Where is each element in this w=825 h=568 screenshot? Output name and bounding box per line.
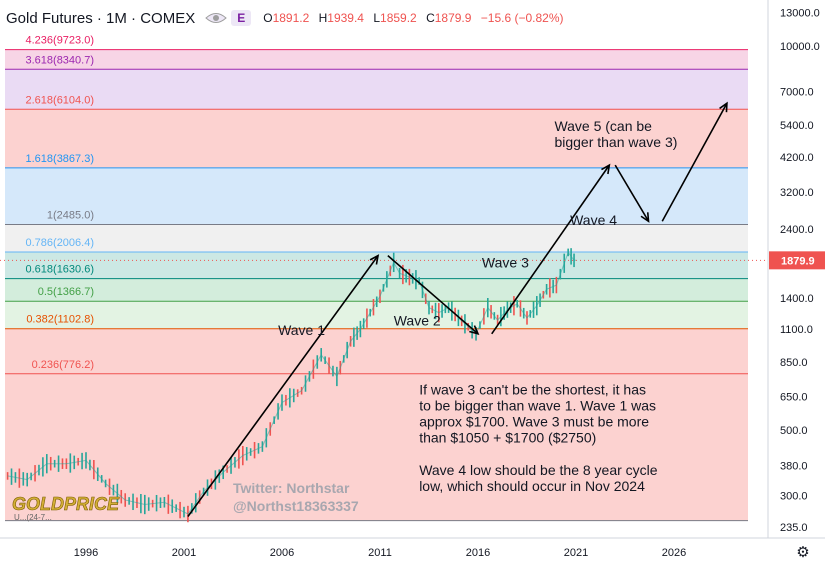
chart-annotation: Wave 3	[482, 254, 529, 270]
fib-level-label: 1.618(3867.3)	[26, 153, 95, 165]
price-axis-tick: 235.0	[780, 522, 808, 534]
time-axis-tick: 1996	[74, 547, 98, 559]
wave-arrowhead	[601, 163, 611, 175]
price-axis-tick: 1400.0	[780, 293, 814, 305]
wave-arrow	[387, 255, 479, 335]
price-series-line	[7, 251, 576, 515]
price-axis-tick: 380.0	[780, 460, 808, 472]
wave-arrowhead	[640, 212, 650, 223]
fib-band	[5, 69, 748, 110]
high-value: 1939.4	[327, 11, 364, 25]
fib-level-label: 0.5(1366.7)	[38, 286, 94, 298]
price-axis-tick: 7000.0	[780, 87, 814, 99]
open-value: 1891.2	[272, 11, 310, 25]
price-axis-tick: 1100.0	[780, 324, 813, 336]
fib-level-label: 0.236(776.2)	[32, 359, 94, 371]
time-axis-tick: 2016	[466, 547, 490, 559]
close-value: 1879.9	[434, 11, 472, 25]
chart-annotation: Wave 4 low should be the 8 year cycle	[419, 462, 658, 478]
watermark-text: Twitter: Northstar	[233, 480, 350, 496]
time-axis-tick: 2006	[270, 547, 294, 559]
fib-level-label: 1(2485.0)	[47, 210, 94, 222]
fib-band-floor	[5, 373, 748, 521]
gear-icon[interactable]: ⚙	[796, 544, 810, 561]
price-axis-tick: 2400.0	[780, 224, 814, 236]
fib-band	[5, 167, 748, 225]
fib-level-label: 0.618(1630.6)	[26, 264, 95, 276]
fib-band	[5, 278, 748, 302]
chart-annotation: Wave 1	[278, 322, 325, 338]
goldprice-logo-subtext: U...(24-7...	[14, 513, 52, 522]
price-axis-tick: 13000.0	[780, 7, 820, 19]
price-axis-tick: 850.0	[780, 357, 808, 369]
open-label: O	[263, 11, 273, 25]
fib-level-label: 0.382(1102.8)	[26, 314, 94, 326]
change-value: −15.6 (−0.82%)	[480, 11, 564, 25]
wave-arrow	[187, 255, 379, 517]
earnings-badge[interactable]: E	[231, 10, 252, 26]
wave-arrowhead	[369, 254, 380, 265]
ohlc-readout: O1891.2 H1939.4 L1859.2 C1879.9 −15.6 (−…	[263, 11, 569, 25]
low-value: 1859.2	[380, 11, 417, 25]
chart-annotation: bigger than wave 3)	[554, 134, 677, 150]
fib-band	[5, 328, 748, 374]
wave-arrow	[661, 102, 728, 222]
chart-annotation: If wave 3 can't be the shortest, it has	[419, 382, 646, 398]
eye-icon[interactable]	[205, 11, 227, 25]
chart-annotation: than $1050 + $1700 ($2750)	[419, 430, 596, 446]
price-axis-tick: 4200.0	[780, 152, 814, 164]
last-price-label: 1879.9	[781, 255, 815, 267]
fib-level-label: 0.786(2006.4)	[26, 237, 95, 249]
chart-annotation: Wave 5 (can be	[554, 118, 652, 134]
wave-arrow	[614, 164, 650, 222]
chart-annotation: Wave 4	[570, 212, 617, 228]
close-label: C	[426, 11, 435, 25]
fib-level-label: 4.236(9723.0)	[26, 35, 95, 47]
high-label: H	[318, 11, 328, 25]
time-axis-tick: 2001	[172, 547, 196, 559]
fib-band	[5, 224, 748, 252]
wave-arrow	[491, 164, 610, 335]
chart-annotation: Wave 2	[394, 313, 441, 329]
wave-arrowhead	[469, 325, 480, 336]
watermark-text: @Northst18363337	[233, 498, 359, 514]
chart-header: Gold Futures · 1M · COMEX E O1891.2 H193…	[6, 8, 570, 28]
time-axis-tick: 2026	[662, 547, 686, 559]
price-axis-tick: 3200.0	[780, 187, 814, 199]
symbol-title[interactable]: Gold Futures · 1M · COMEX	[6, 9, 196, 27]
chart-annotation: to be bigger than wave 1. Wave 1 was	[419, 398, 656, 414]
low-label: L	[373, 11, 381, 25]
price-axis-tick: 650.0	[780, 392, 808, 404]
price-axis-bg	[768, 0, 825, 568]
wave-arrowhead	[719, 101, 728, 113]
price-axis-tick: 10000.0	[780, 41, 820, 53]
time-axis-tick: 2021	[564, 547, 588, 559]
last-price-badge	[769, 251, 825, 270]
chart-annotation: low, which should occur in Nov 2024	[419, 478, 645, 494]
price-axis-tick: 5400.0	[780, 120, 814, 132]
fib-band	[5, 109, 748, 168]
chart-annotation: approx $1700. Wave 3 must be more	[419, 414, 649, 430]
time-axis-tick: 2011	[368, 547, 392, 559]
fib-band	[5, 49, 748, 70]
price-axis-tick: 500.0	[780, 425, 808, 437]
fib-level-label: 2.618(6104.0)	[26, 94, 95, 106]
goldprice-logo: GOLDPRICE	[12, 494, 120, 514]
fib-level-label: 3.618(8340.7)	[26, 54, 95, 66]
price-axis-tick: 300.0	[780, 491, 808, 503]
